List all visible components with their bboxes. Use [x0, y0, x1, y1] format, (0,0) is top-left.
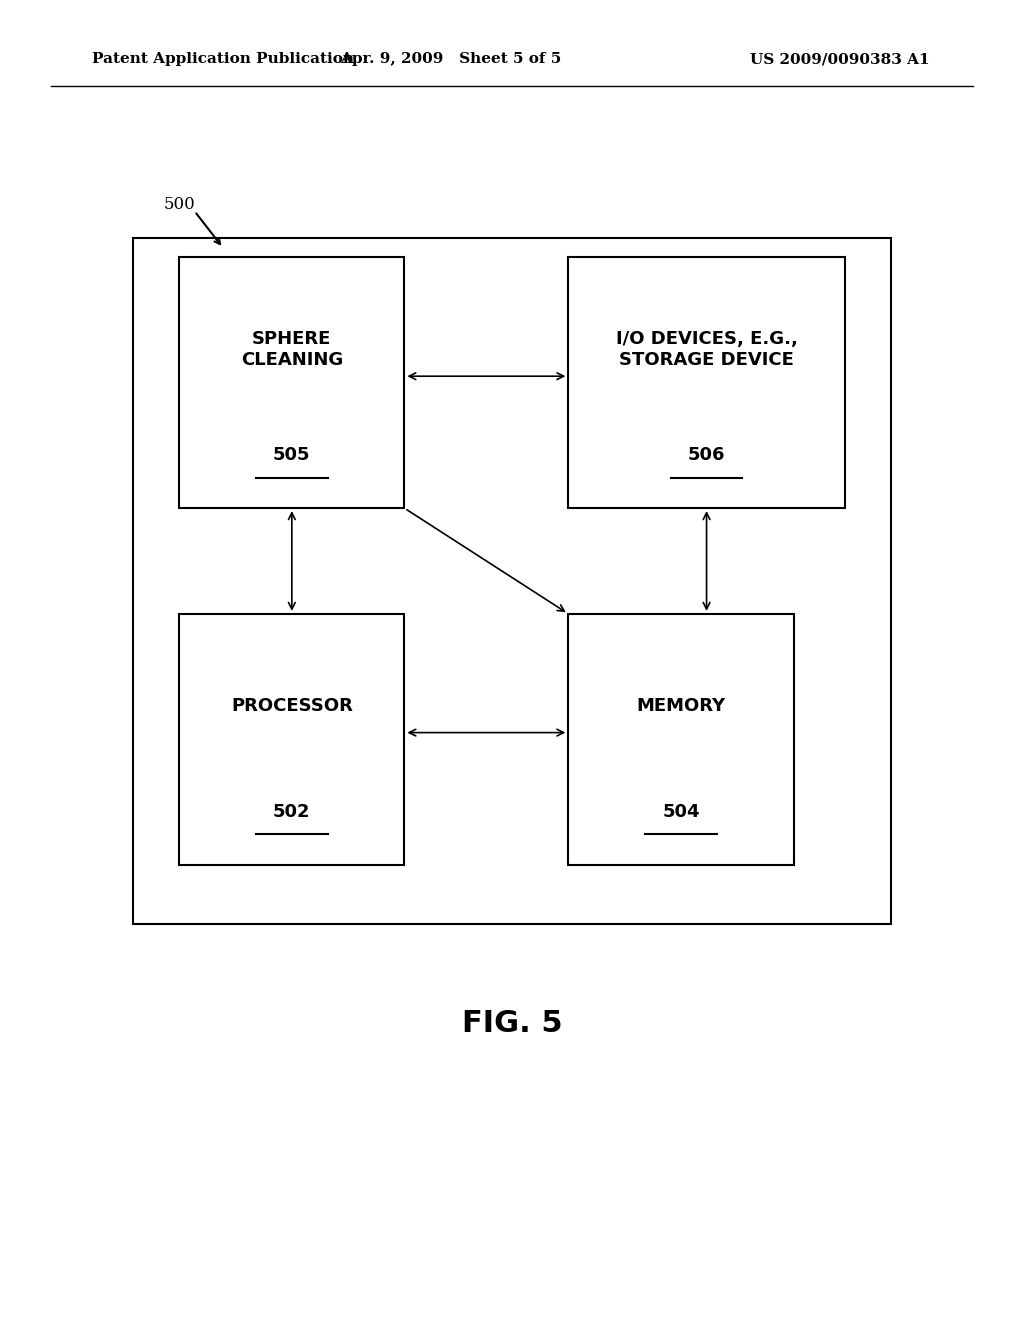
Text: I/O DEVICES, E.G.,
STORAGE DEVICE: I/O DEVICES, E.G., STORAGE DEVICE — [615, 330, 798, 370]
Text: MEMORY: MEMORY — [636, 697, 726, 715]
Text: PROCESSOR: PROCESSOR — [230, 697, 353, 715]
Text: 505: 505 — [273, 446, 310, 465]
Text: 502: 502 — [273, 803, 310, 821]
Text: Apr. 9, 2009   Sheet 5 of 5: Apr. 9, 2009 Sheet 5 of 5 — [340, 53, 561, 66]
Text: 504: 504 — [663, 803, 699, 821]
Text: Patent Application Publication: Patent Application Publication — [92, 53, 354, 66]
Text: FIG. 5: FIG. 5 — [462, 1008, 562, 1038]
FancyBboxPatch shape — [179, 614, 404, 865]
FancyBboxPatch shape — [568, 614, 794, 865]
Text: SPHERE
CLEANING: SPHERE CLEANING — [241, 330, 343, 370]
Text: 506: 506 — [688, 446, 725, 465]
FancyBboxPatch shape — [133, 238, 891, 924]
FancyBboxPatch shape — [179, 257, 404, 508]
Text: 500: 500 — [163, 197, 196, 213]
Text: US 2009/0090383 A1: US 2009/0090383 A1 — [750, 53, 930, 66]
FancyBboxPatch shape — [568, 257, 845, 508]
